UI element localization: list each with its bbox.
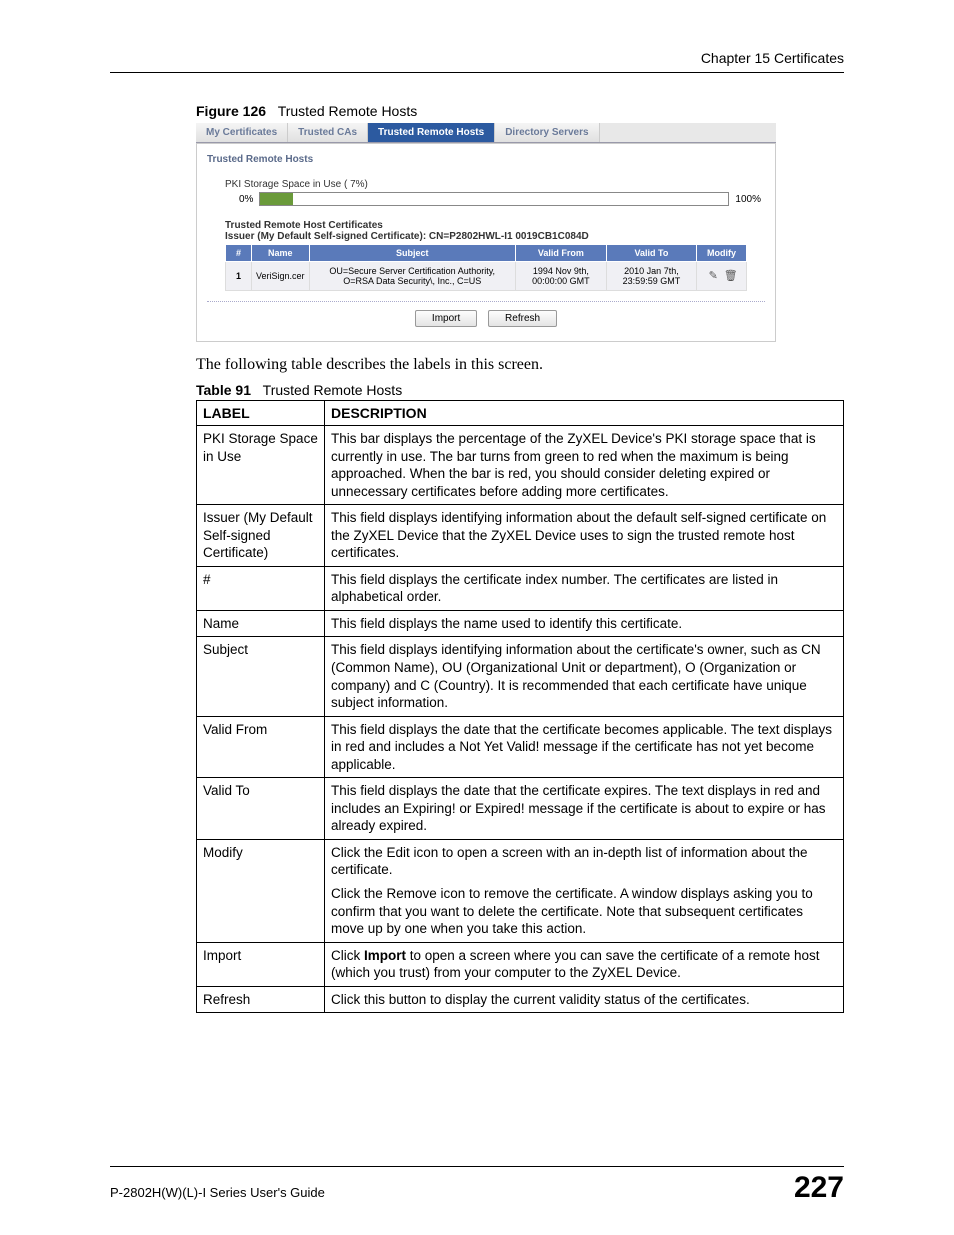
tab-trusted-cas[interactable]: Trusted CAs (288, 123, 368, 142)
desc-label: Valid To (197, 778, 325, 840)
footer-page-number: 227 (794, 1171, 844, 1205)
figure-label: Figure 126 (196, 103, 266, 119)
desc-text: This field displays the date that the ce… (325, 716, 844, 778)
table-row: SubjectThis field displays identifying i… (197, 637, 844, 716)
table-row: RefreshClick this button to display the … (197, 986, 844, 1013)
table-row: Valid FromThis field displays the date t… (197, 716, 844, 778)
cell-valid-to: 2010 Jan 7th, 23:59:59 GMT (606, 262, 696, 291)
tab-trusted-remote-hosts[interactable]: Trusted Remote Hosts (368, 123, 495, 142)
desc-label: PKI Storage Space in Use (197, 426, 325, 505)
storage-bar-fill (260, 193, 293, 205)
header-rule (110, 72, 844, 73)
table-row: PKI Storage Space in UseThis bar display… (197, 426, 844, 505)
col-name: Name (252, 245, 310, 262)
cell-name: VeriSign.cer (252, 262, 310, 291)
desc-text: Click the Edit icon to open a screen wit… (325, 839, 844, 942)
desc-label: # (197, 566, 325, 610)
table-row: Issuer (My Default Self-signed Certifica… (197, 505, 844, 567)
storage-bar (259, 192, 729, 206)
desc-label: Name (197, 610, 325, 637)
col-modify: Modify (697, 245, 747, 262)
table-row: 1 VeriSign.cer OU=Secure Server Certific… (226, 262, 747, 291)
desc-text: This field displays the certificate inde… (325, 566, 844, 610)
table-row: ImportClick Import to open a screen wher… (197, 942, 844, 986)
table-row: #This field displays the certificate ind… (197, 566, 844, 610)
panel-title: Trusted Remote Hosts (207, 154, 765, 165)
footer-guide: P-2802H(W)(L)-I Series User's Guide (110, 1185, 325, 1200)
cell-index: 1 (226, 262, 252, 291)
table-label: Table 91 (196, 382, 251, 398)
desc-text: This field displays the date that the ce… (325, 778, 844, 840)
import-button[interactable]: Import (415, 310, 477, 327)
page-footer: P-2802H(W)(L)-I Series User's Guide 227 (110, 1166, 844, 1205)
desc-text: Click this button to display the current… (325, 986, 844, 1013)
desc-text: Click Import to open a screen where you … (325, 942, 844, 986)
panel: Trusted Remote Hosts PKI Storage Space i… (196, 143, 776, 342)
issuer-line: Issuer (My Default Self-signed Certifica… (225, 231, 765, 242)
table-row: ModifyClick the Edit icon to open a scre… (197, 839, 844, 942)
button-row: Import Refresh (207, 301, 765, 327)
table-caption: Table 91 Trusted Remote Hosts (196, 382, 844, 398)
cell-modify: ✎ 🗑 (697, 262, 747, 291)
desc-label: Refresh (197, 986, 325, 1013)
cert-section-title: Trusted Remote Host Certificates (225, 220, 765, 231)
col-index: # (226, 245, 252, 262)
cert-table: # Name Subject Valid From Valid To Modif… (225, 244, 747, 291)
col-valid-to: Valid To (606, 245, 696, 262)
screenshot-ui: My Certificates Trusted CAs Trusted Remo… (196, 123, 776, 342)
bar-left-label: 0% (235, 194, 257, 205)
desc-label: Issuer (My Default Self-signed Certifica… (197, 505, 325, 567)
description-table: LABEL DESCRIPTION PKI Storage Space in U… (196, 400, 844, 1013)
desc-text: This field displays identifying informat… (325, 505, 844, 567)
cell-valid-from: 1994 Nov 9th, 00:00:00 GMT (515, 262, 606, 291)
col-subject: Subject (309, 245, 515, 262)
desc-label: Import (197, 942, 325, 986)
refresh-button[interactable]: Refresh (488, 310, 557, 327)
desc-text: This field displays the name used to ide… (325, 610, 844, 637)
cert-table-header-row: # Name Subject Valid From Valid To Modif… (226, 245, 747, 262)
col-valid-from: Valid From (515, 245, 606, 262)
storage-label: PKI Storage Space in Use ( 7%) (225, 179, 765, 190)
desc-col-description: DESCRIPTION (325, 401, 844, 426)
desc-label: Valid From (197, 716, 325, 778)
storage-bar-row: 0% 100% (235, 192, 765, 206)
bar-right-label: 100% (731, 194, 765, 205)
table-title: Trusted Remote Hosts (263, 382, 403, 398)
tab-my-certificates[interactable]: My Certificates (196, 123, 288, 142)
desc-label: Modify (197, 839, 325, 942)
tab-directory-servers[interactable]: Directory Servers (495, 123, 599, 142)
chapter-title: Chapter 15 Certificates (110, 50, 844, 66)
table-row: Valid ToThis field displays the date tha… (197, 778, 844, 840)
intro-text: The following table describes the labels… (196, 356, 844, 374)
delete-icon[interactable]: 🗑 (724, 270, 736, 282)
edit-icon[interactable]: ✎ (707, 270, 719, 282)
desc-text: This bar displays the percentage of the … (325, 426, 844, 505)
desc-label: Subject (197, 637, 325, 716)
desc-col-label: LABEL (197, 401, 325, 426)
tab-bar: My Certificates Trusted CAs Trusted Remo… (196, 123, 776, 143)
cell-subject: OU=Secure Server Certification Authority… (309, 262, 515, 291)
desc-header-row: LABEL DESCRIPTION (197, 401, 844, 426)
figure-caption: Figure 126 Trusted Remote Hosts (196, 103, 844, 119)
table-row: NameThis field displays the name used to… (197, 610, 844, 637)
desc-text: This field displays identifying informat… (325, 637, 844, 716)
figure-title: Trusted Remote Hosts (278, 103, 418, 119)
